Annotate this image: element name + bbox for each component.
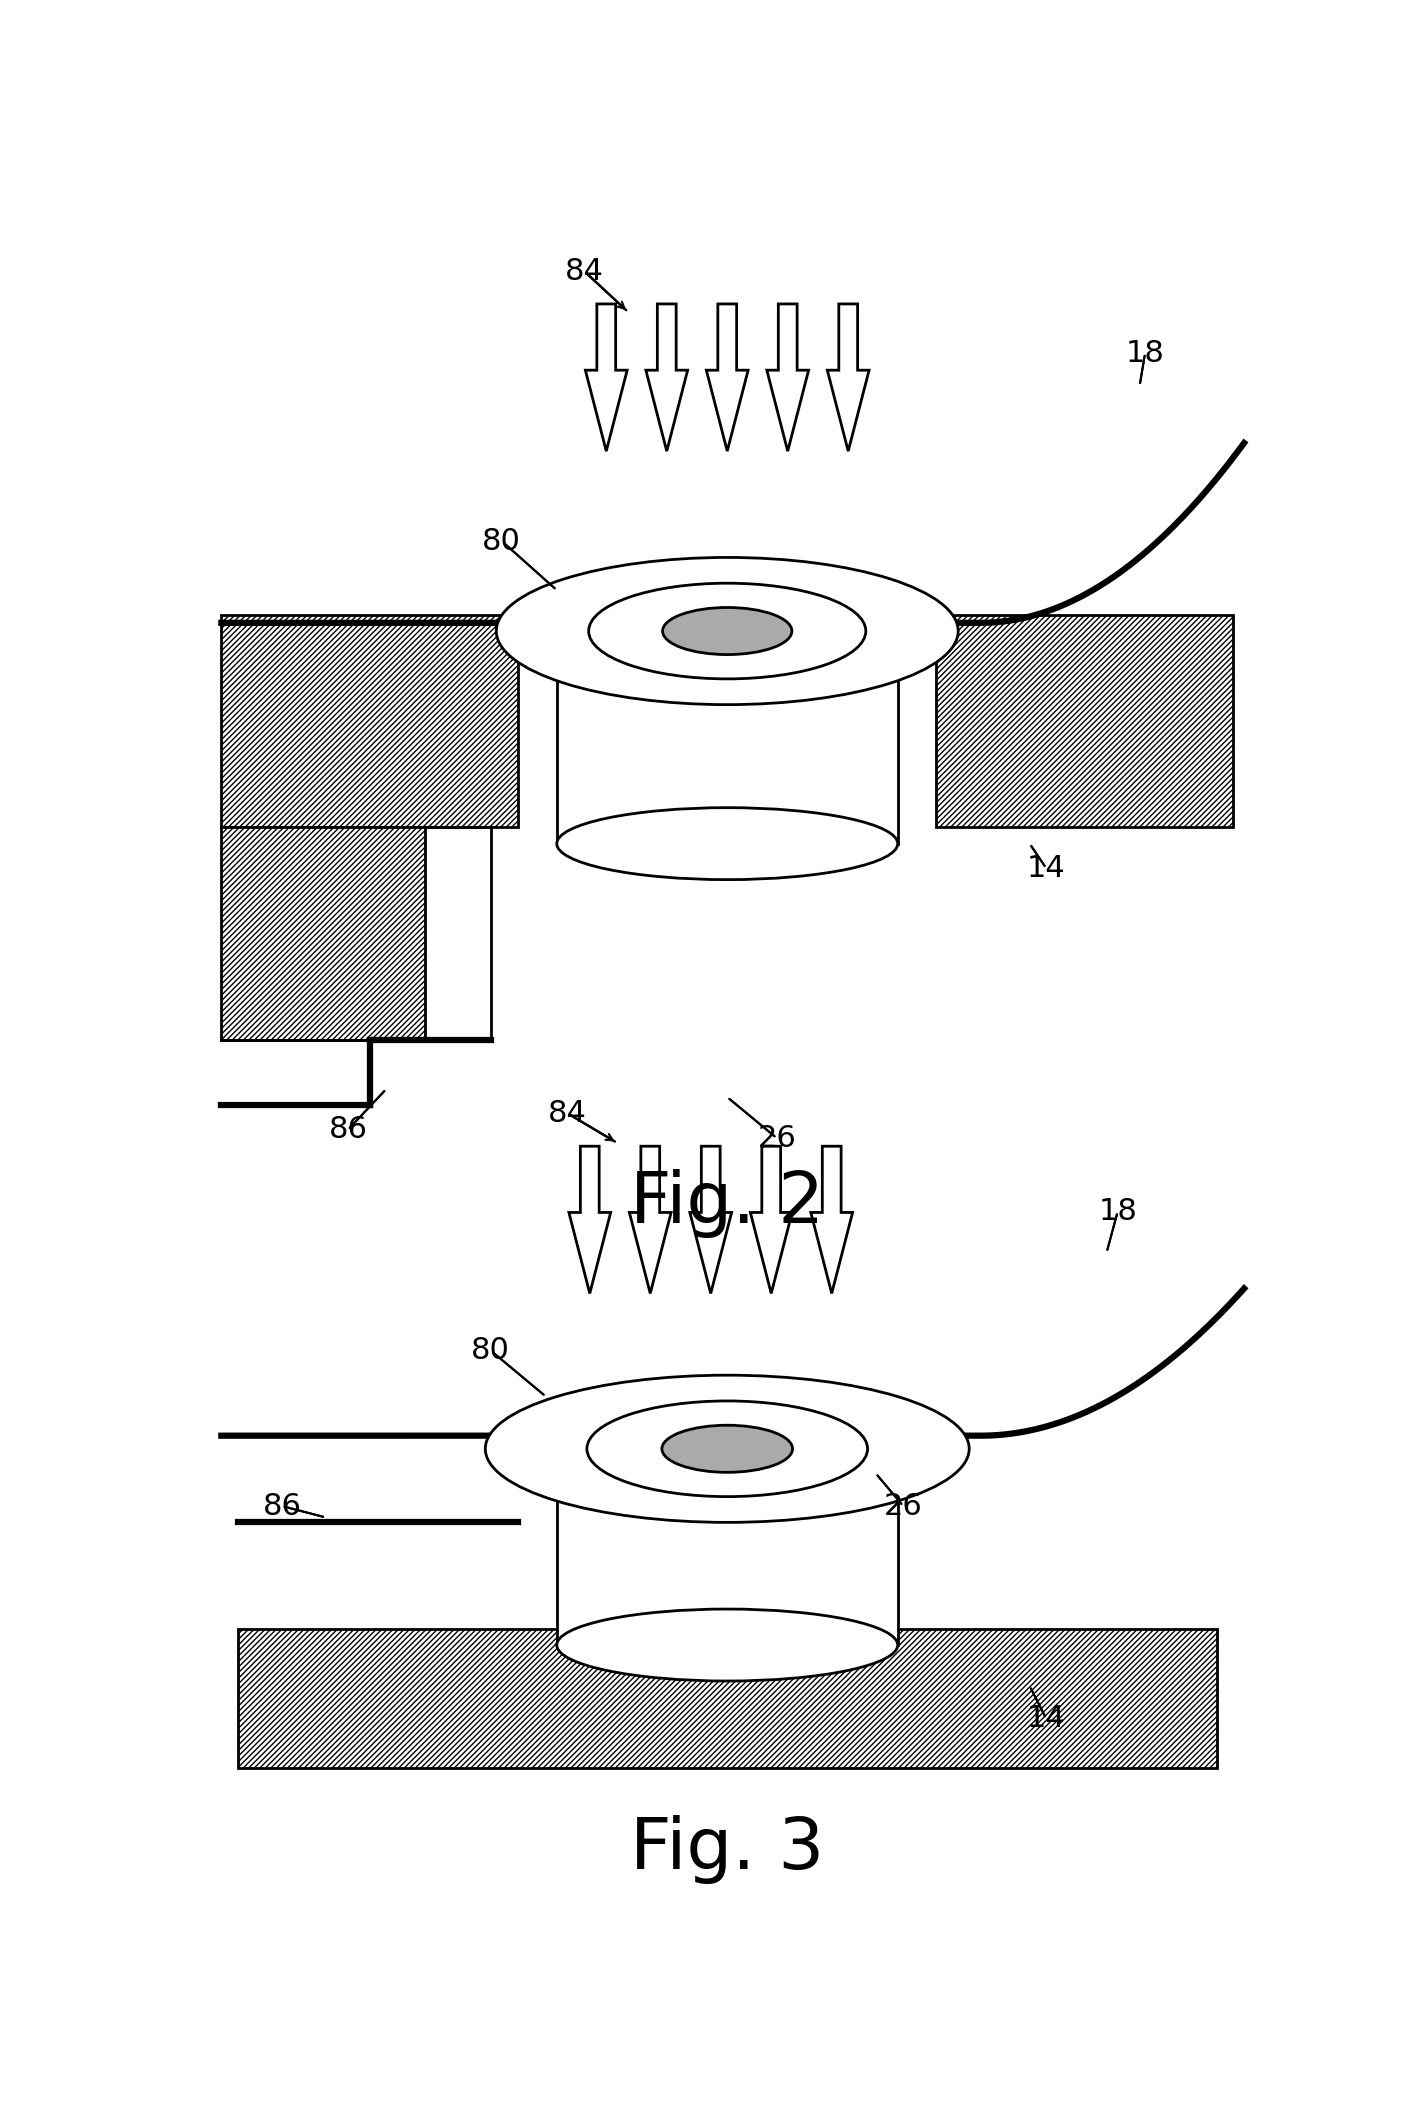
Polygon shape: [707, 304, 748, 450]
Bar: [937, 614, 1233, 828]
Bar: [556, 1449, 898, 1644]
Polygon shape: [827, 304, 868, 450]
Text: Fig. 2: Fig. 2: [630, 1168, 824, 1238]
Polygon shape: [751, 1147, 792, 1294]
Polygon shape: [690, 1147, 732, 1294]
Text: 18: 18: [1125, 338, 1165, 367]
Bar: [238, 1629, 1216, 1767]
Text: 80: 80: [471, 1336, 511, 1366]
Text: 18: 18: [1098, 1198, 1137, 1226]
Text: Fig. 3: Fig. 3: [630, 1816, 824, 1884]
Bar: [937, 614, 1233, 828]
Text: 86: 86: [328, 1115, 368, 1145]
Text: 80: 80: [482, 527, 521, 556]
Polygon shape: [646, 304, 688, 450]
Polygon shape: [810, 1147, 853, 1294]
Text: 14: 14: [1027, 854, 1066, 884]
Bar: [221, 614, 518, 828]
Ellipse shape: [485, 1374, 969, 1523]
Text: 86: 86: [263, 1491, 301, 1521]
Text: 26: 26: [884, 1491, 922, 1521]
Text: 84: 84: [565, 257, 603, 287]
Bar: [556, 631, 898, 843]
Ellipse shape: [556, 1610, 898, 1680]
Polygon shape: [766, 304, 809, 450]
Text: 26: 26: [758, 1124, 796, 1153]
Ellipse shape: [556, 807, 898, 879]
Polygon shape: [630, 1147, 671, 1294]
Ellipse shape: [497, 556, 958, 705]
Bar: [221, 614, 518, 828]
Polygon shape: [586, 304, 627, 450]
Bar: [238, 1629, 1216, 1767]
Ellipse shape: [661, 1425, 793, 1472]
Bar: [221, 828, 424, 1041]
Text: 14: 14: [1027, 1703, 1066, 1733]
Ellipse shape: [589, 584, 866, 680]
Ellipse shape: [587, 1402, 867, 1497]
Polygon shape: [569, 1147, 610, 1294]
Text: 84: 84: [548, 1098, 587, 1128]
Bar: [221, 828, 424, 1041]
Ellipse shape: [663, 607, 792, 654]
